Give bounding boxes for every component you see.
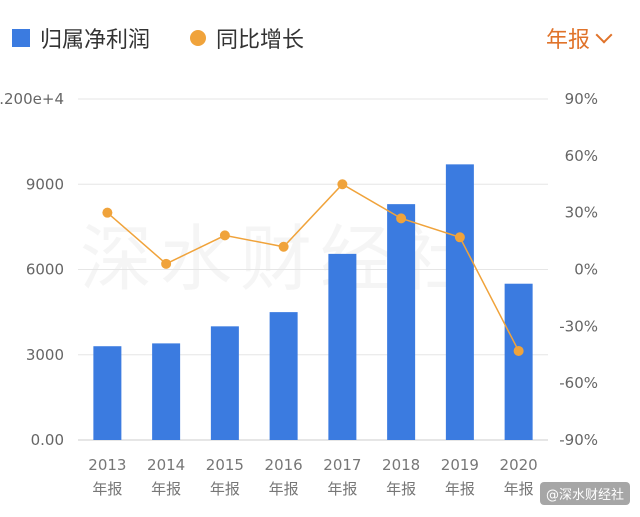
x-tick-sublabel: 年报 — [386, 480, 416, 498]
yoy-point-2016 — [278, 241, 289, 252]
yoy-line — [106, 183, 520, 352]
left-tick-label: 6000 — [26, 261, 64, 279]
right-tick-label: -60% — [559, 374, 598, 392]
legend-label-yoy: 同比增长 — [216, 28, 305, 53]
right-tick-label: 60% — [565, 147, 598, 165]
x-tick-sublabel: 年报 — [445, 480, 475, 498]
legend-label-net-profit: 归属净利润 — [40, 28, 151, 53]
period-selector[interactable]: 年报 — [545, 22, 613, 54]
right-tick-label: 30% — [565, 204, 598, 222]
x-tick-label: 2017 — [323, 456, 361, 474]
yoy-point-2014 — [161, 258, 172, 269]
yoy-point-2020 — [513, 345, 524, 356]
x-tick-label: 2013 — [88, 456, 126, 474]
x-tick-label: 2016 — [265, 456, 303, 474]
x-tick-label: 2019 — [441, 456, 479, 474]
x-tick-label: 2018 — [382, 456, 420, 474]
bar-2017 — [328, 253, 357, 440]
left-tick-label: 9000 — [26, 175, 64, 193]
yoy-point-2017 — [337, 179, 348, 190]
bar-2018 — [387, 204, 416, 440]
right-tick-label: 90% — [565, 90, 598, 108]
legend-dot-swatch — [190, 30, 207, 46]
x-tick-sublabel: 年报 — [327, 480, 357, 498]
yoy-point-2018 — [396, 213, 407, 224]
source-badge: @深水财经社 — [539, 482, 630, 505]
right-tick-label: 0% — [574, 261, 598, 279]
x-tick-label: 2014 — [147, 456, 185, 474]
legend: 归属净利润 同比增长 — [12, 22, 334, 54]
bar-2015 — [210, 326, 239, 440]
x-tick-label: 2020 — [500, 456, 538, 474]
x-tick-sublabel: 年报 — [269, 480, 299, 498]
left-tick-label: 3000 — [26, 346, 64, 364]
x-tick-sublabel: 年报 — [504, 480, 534, 498]
bar-2020 — [504, 283, 533, 440]
legend-bar-swatch — [12, 29, 30, 47]
legend-item-yoy[interactable]: 同比增长 — [190, 22, 304, 54]
yoy-point-2013 — [102, 207, 113, 218]
x-tick-sublabel: 年报 — [92, 480, 122, 498]
legend-item-net-profit[interactable]: 归属净利润 — [12, 22, 150, 54]
left-tick-label: 1.200e+4 — [0, 90, 64, 108]
bar-2013 — [93, 346, 122, 440]
right-tick-label: -90% — [559, 431, 598, 449]
right-tick-label: -30% — [559, 317, 598, 335]
x-tick-label: 2015 — [206, 456, 244, 474]
yoy-point-2019 — [454, 232, 465, 243]
yoy-point-2015 — [219, 230, 230, 241]
bar-2019 — [445, 164, 474, 440]
bar-2016 — [269, 312, 298, 440]
left-tick-label: 0.00 — [31, 431, 64, 449]
period-selector-label: 年报 — [545, 28, 590, 53]
x-tick-sublabel: 年报 — [151, 480, 181, 498]
bar-2014 — [152, 343, 181, 440]
x-tick-sublabel: 年报 — [210, 480, 240, 498]
